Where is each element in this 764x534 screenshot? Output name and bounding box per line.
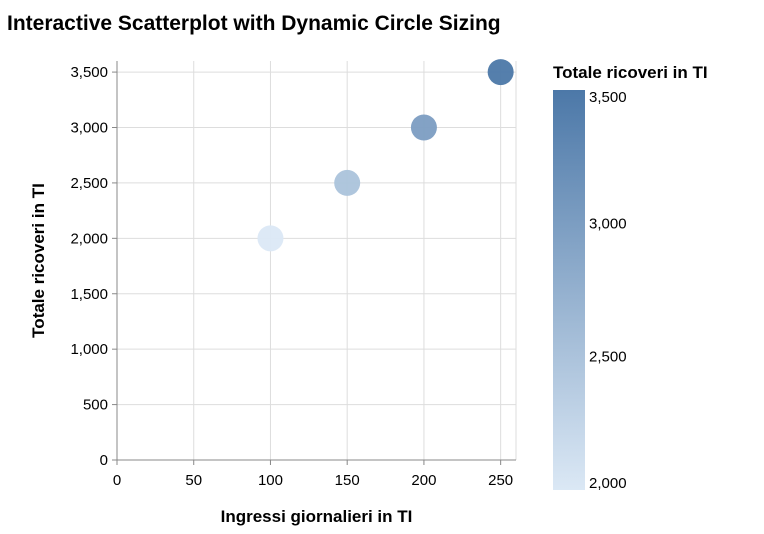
y-tick-label: 2,000 (70, 230, 108, 247)
x-axis-title: Ingressi giornalieri in TI (221, 507, 413, 526)
y-tick-label: 0 (100, 452, 108, 469)
chart-title: Interactive Scatterplot with Dynamic Cir… (7, 12, 501, 35)
y-axis-title: Totale ricoveri in TI (29, 183, 48, 338)
scatter-point[interactable] (257, 225, 284, 252)
y-tick-label: 1,500 (70, 286, 108, 303)
color-legend: Totale ricoveri in TI 2,000 2,500 3,000 3,5… (553, 63, 708, 492)
legend-title: Totale ricoveri in TI (553, 63, 708, 82)
axes: 0 50 100 150 200 250 0 500 1,000 1,500 2,000 2,500 3… (70, 61, 516, 489)
scatter-point[interactable] (487, 59, 514, 86)
legend-labels: 2,000 2,500 3,000 3,500 (589, 89, 627, 492)
y-tick-label: 2,500 (70, 175, 108, 192)
y-tick-label: 3,000 (70, 120, 108, 137)
x-tick-label: 50 (185, 472, 202, 489)
x-tick-label: 200 (411, 472, 436, 489)
legend-gradient-bar (553, 90, 585, 490)
x-tick-label: 150 (335, 472, 360, 489)
legend-tick-label: 2,000 (589, 475, 627, 492)
scatter-point[interactable] (334, 169, 361, 196)
x-tick-label: 0 (113, 472, 121, 489)
grid-lines (116, 61, 517, 461)
data-points (257, 59, 514, 252)
legend-tick-label: 3,500 (589, 89, 627, 106)
legend-tick-label: 3,000 (589, 215, 627, 232)
x-tick-label: 100 (258, 472, 283, 489)
legend-tick-label: 2,500 (589, 349, 627, 366)
y-tick-label: 3,500 (70, 64, 108, 81)
y-tick-label: 500 (83, 397, 108, 414)
scatter-point[interactable] (410, 114, 437, 141)
y-tick-label: 1,000 (70, 341, 108, 358)
x-tick-label: 250 (488, 472, 513, 489)
